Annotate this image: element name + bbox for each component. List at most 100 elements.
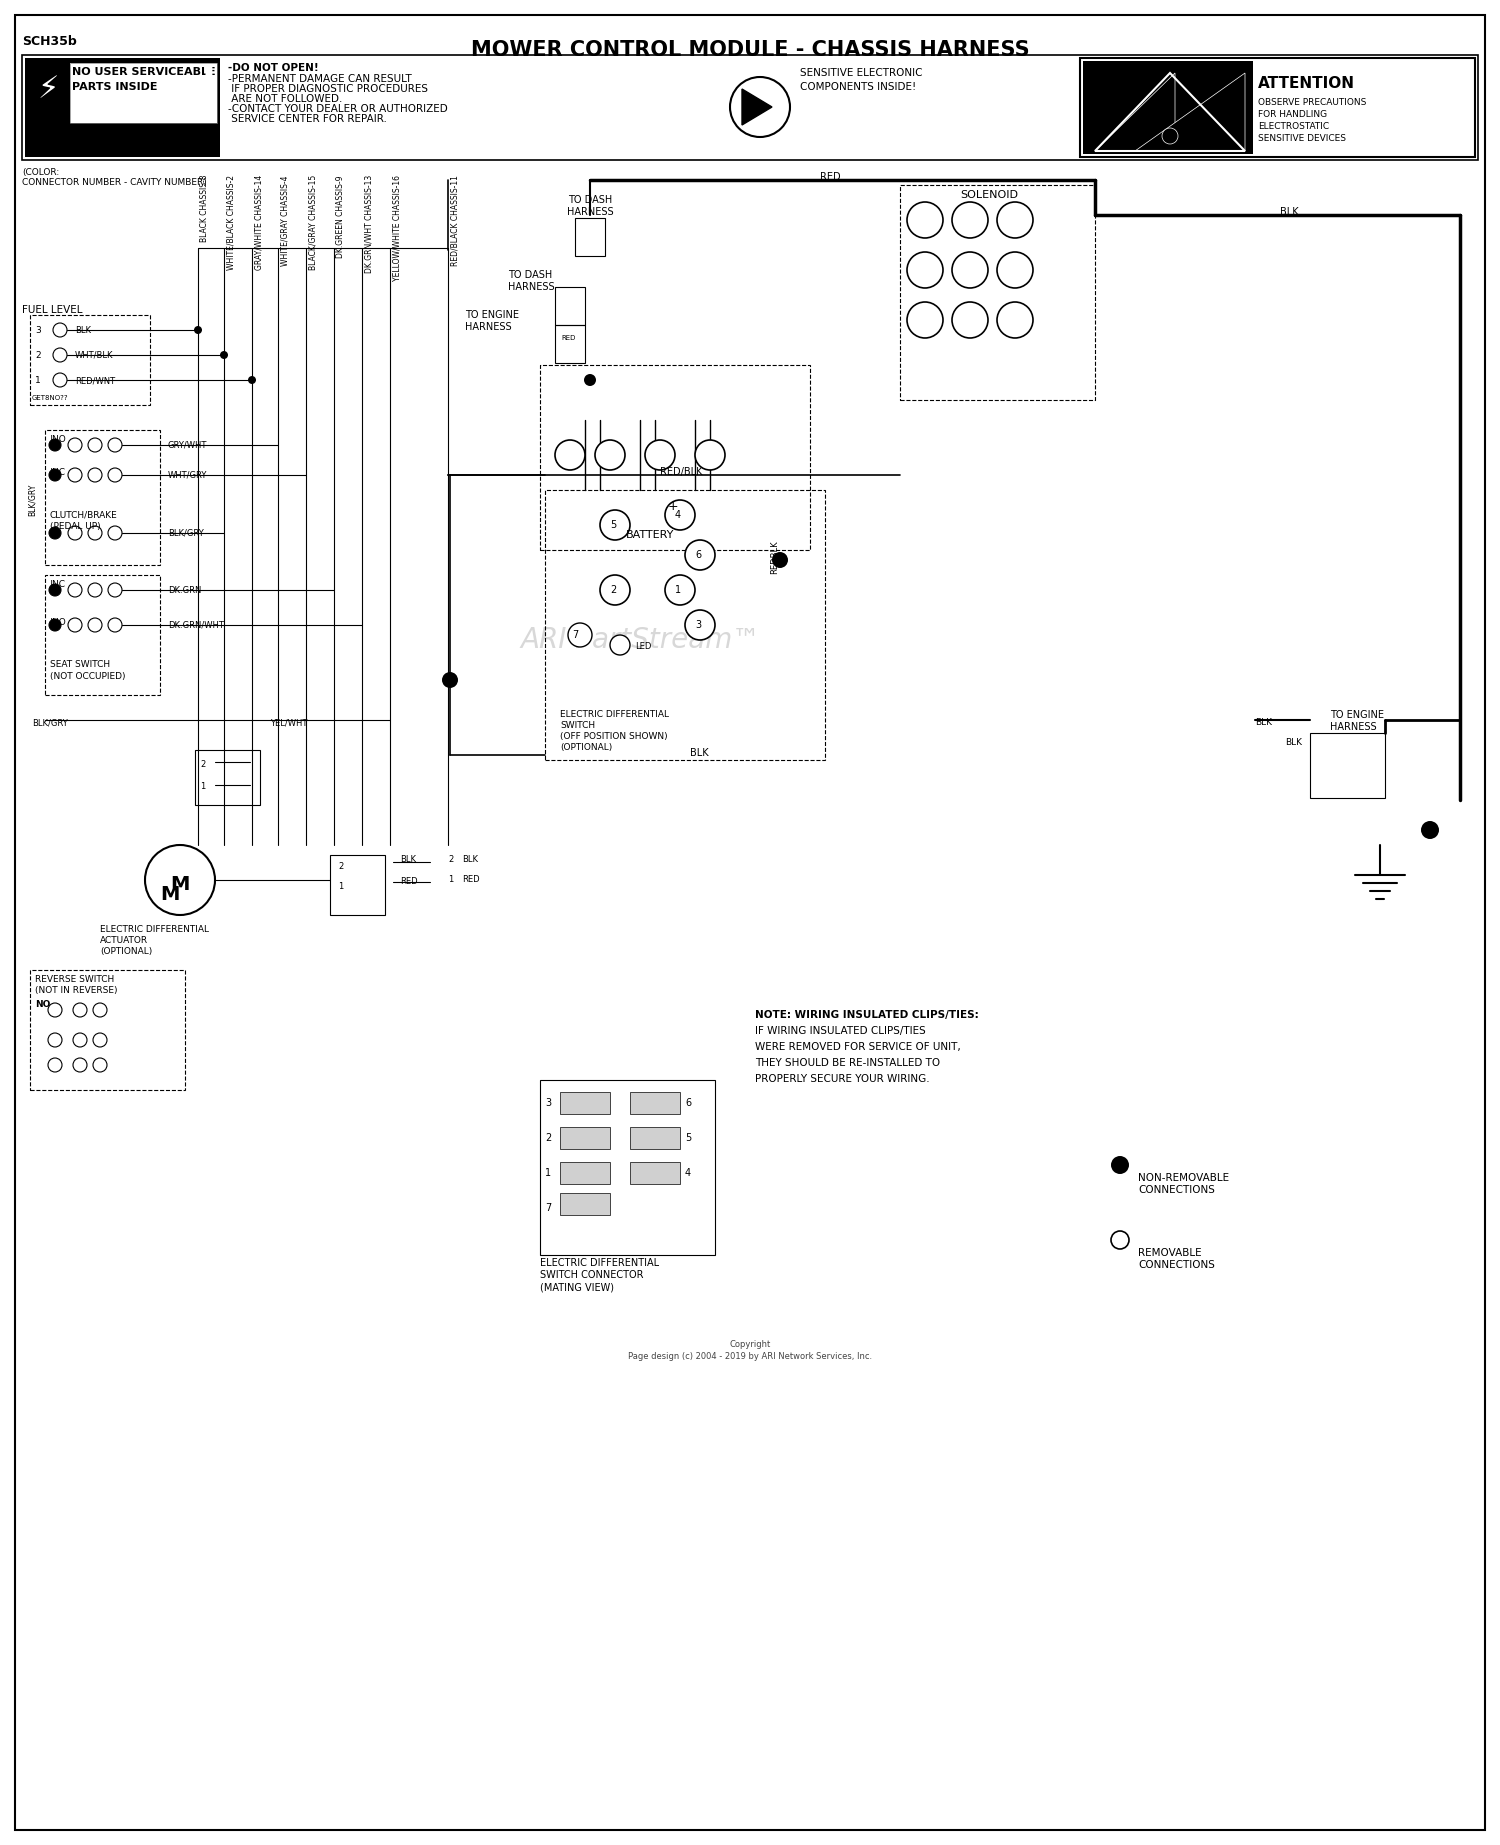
Circle shape (88, 583, 102, 598)
Bar (330, 854, 386, 915)
Text: REDBLK: REDBLK (770, 541, 778, 574)
Text: WHITE/GRAY CHASSIS-4: WHITE/GRAY CHASSIS-4 (280, 175, 290, 266)
Text: SCH35b: SCH35b (22, 35, 76, 48)
Text: 1: 1 (448, 875, 453, 884)
Circle shape (146, 845, 214, 915)
Text: REMOVABLE
CONNECTIONS: REMOVABLE CONNECTIONS (1138, 1247, 1215, 1271)
Bar (555, 288, 585, 325)
Text: SEAT SWITCH: SEAT SWITCH (50, 661, 110, 670)
Circle shape (1420, 821, 1438, 839)
Circle shape (74, 1057, 87, 1072)
Circle shape (194, 327, 202, 334)
Bar (540, 1079, 716, 1255)
Text: RED: RED (821, 172, 840, 183)
Text: FOR HANDLING: FOR HANDLING (1258, 111, 1328, 118)
Text: BLACK CHASSIS-8: BLACK CHASSIS-8 (200, 175, 208, 242)
Circle shape (88, 526, 102, 541)
Text: BATTERY: BATTERY (626, 530, 674, 541)
Text: REVERSE SWITCH: REVERSE SWITCH (34, 974, 114, 983)
Text: M: M (171, 876, 189, 895)
Text: NOTE: WIRING INSULATED CLIPS/TIES:: NOTE: WIRING INSULATED CLIPS/TIES: (754, 1009, 978, 1020)
Circle shape (730, 77, 790, 137)
Circle shape (1162, 127, 1178, 144)
Text: Copyright: Copyright (729, 1339, 771, 1349)
Circle shape (50, 439, 62, 450)
Circle shape (48, 1057, 62, 1072)
Text: RED: RED (400, 876, 417, 886)
Text: YELLOW/WHITE CHASSIS-16: YELLOW/WHITE CHASSIS-16 (392, 175, 400, 280)
Text: CLUTCH/BRAKE: CLUTCH/BRAKE (50, 509, 117, 518)
Text: ELECTRIC DIFFERENTIAL
SWITCH
(OFF POSITION SHOWN)
(OPTIONAL): ELECTRIC DIFFERENTIAL SWITCH (OFF POSITI… (560, 710, 669, 753)
Text: 5: 5 (686, 1133, 692, 1144)
Polygon shape (1095, 74, 1174, 151)
Text: DK.GRN: DK.GRN (168, 587, 201, 594)
Text: ELECTROSTATIC: ELECTROSTATIC (1258, 122, 1329, 131)
Text: +: + (668, 500, 678, 513)
Circle shape (88, 469, 102, 482)
Circle shape (952, 303, 988, 338)
Circle shape (68, 469, 82, 482)
Text: ELECTRIC DIFFERENTIAL
ACTUATOR
(OPTIONAL): ELECTRIC DIFFERENTIAL ACTUATOR (OPTIONAL… (100, 924, 208, 956)
Circle shape (584, 375, 596, 386)
Text: SENSITIVE DEVICES: SENSITIVE DEVICES (1258, 135, 1346, 144)
Bar (574, 218, 604, 256)
Text: 3: 3 (34, 327, 40, 336)
Circle shape (568, 624, 592, 648)
Text: 2: 2 (610, 585, 616, 594)
Text: YEL/WHT: YEL/WHT (270, 718, 308, 727)
Text: 3: 3 (694, 620, 700, 629)
Circle shape (108, 526, 122, 541)
Text: WHT/GRY: WHT/GRY (168, 470, 207, 480)
Text: GET8NO??: GET8NO?? (32, 395, 69, 400)
Text: DK.GRN/WHT CHASSIS-13: DK.GRN/WHT CHASSIS-13 (364, 175, 374, 273)
Circle shape (50, 528, 62, 539)
Text: (NOT IN REVERSE): (NOT IN REVERSE) (34, 985, 117, 994)
Circle shape (686, 541, 716, 570)
Text: BLK: BLK (1256, 718, 1272, 727)
Circle shape (108, 437, 122, 452)
Circle shape (772, 552, 788, 568)
Text: |NO: |NO (50, 435, 66, 445)
Text: TO ENGINE
HARNESS: TO ENGINE HARNESS (465, 310, 519, 332)
Text: |NC: |NC (50, 579, 66, 589)
Text: 5: 5 (610, 520, 616, 530)
Text: RED: RED (561, 336, 576, 341)
Circle shape (53, 349, 68, 362)
Circle shape (68, 526, 82, 541)
Bar (900, 184, 1095, 400)
Text: 1: 1 (200, 782, 206, 792)
Text: DK.GREEN CHASSIS-9: DK.GREEN CHASSIS-9 (336, 175, 345, 258)
Circle shape (88, 437, 102, 452)
Circle shape (68, 618, 82, 633)
Text: 4: 4 (675, 509, 681, 520)
Text: BLK: BLK (462, 854, 478, 863)
Text: GRAY/WHITE CHASSIS-14: GRAY/WHITE CHASSIS-14 (254, 175, 262, 269)
Circle shape (686, 611, 716, 640)
Text: -DO NOT OPEN!: -DO NOT OPEN! (228, 63, 318, 74)
Bar (45, 430, 160, 565)
Bar (30, 315, 150, 406)
Circle shape (248, 376, 256, 384)
Text: (PEDAL UP): (PEDAL UP) (50, 522, 100, 531)
Polygon shape (742, 89, 772, 125)
Circle shape (68, 583, 82, 598)
Text: SERVICE CENTER FOR REPAIR.: SERVICE CENTER FOR REPAIR. (228, 114, 387, 124)
Text: TO DASH
HARNESS: TO DASH HARNESS (509, 269, 555, 292)
Bar (544, 491, 825, 760)
Bar (70, 63, 217, 124)
Bar (555, 325, 585, 363)
Circle shape (53, 373, 68, 387)
Text: M: M (160, 886, 180, 904)
Text: 7: 7 (544, 1203, 552, 1212)
Text: 2: 2 (200, 760, 206, 769)
Circle shape (952, 253, 988, 288)
Text: DK.GRN/WHT: DK.GRN/WHT (168, 622, 224, 629)
Text: BLK/GRY: BLK/GRY (27, 483, 36, 517)
Text: LED: LED (634, 642, 651, 651)
Text: WERE REMOVED FOR SERVICE OF UNIT,: WERE REMOVED FOR SERVICE OF UNIT, (754, 1042, 960, 1052)
Bar (22, 55, 1478, 161)
Circle shape (645, 439, 675, 470)
Text: WHITE/BLACK CHASSIS-2: WHITE/BLACK CHASSIS-2 (226, 175, 236, 269)
Text: CONNECTOR NUMBER - CAVITY NUMBER): CONNECTOR NUMBER - CAVITY NUMBER) (22, 177, 207, 186)
Circle shape (1112, 1157, 1130, 1173)
